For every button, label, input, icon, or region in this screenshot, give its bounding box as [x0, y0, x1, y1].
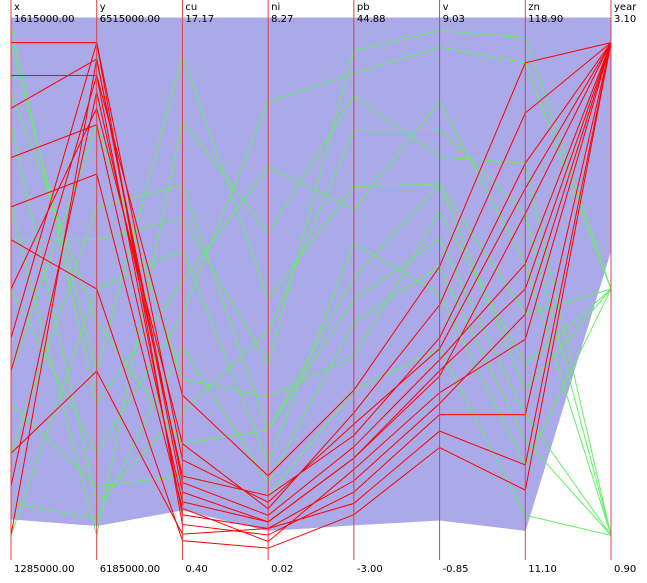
axis-name: cu — [185, 2, 197, 13]
tick-label: 17.17 — [185, 14, 214, 25]
data-line — [10, 184, 612, 536]
data-line — [11, 42, 612, 536]
data-line — [10, 42, 612, 503]
tick-label: 1615000.00 — [14, 14, 74, 25]
data-line — [10, 42, 612, 497]
tick-label: 9.03 — [443, 14, 465, 25]
data-line — [10, 42, 612, 549]
data-line — [10, 265, 612, 536]
data-line — [10, 91, 612, 445]
data-line — [10, 26, 612, 536]
tick-label: 6185000.00 — [100, 564, 160, 575]
data-line — [10, 123, 612, 398]
data-line — [10, 42, 612, 536]
data-line — [11, 30, 612, 366]
data-line — [10, 124, 612, 536]
data-line — [10, 46, 612, 455]
tick-label: -3.00 — [357, 564, 383, 575]
tick-label: 0.40 — [185, 564, 207, 575]
data-line — [10, 348, 612, 536]
axis-name: v — [443, 2, 449, 13]
tick-label: 3.10 — [614, 14, 636, 25]
tick-label: -0.85 — [443, 564, 469, 575]
data-line — [10, 42, 612, 510]
axis-name: zn — [528, 2, 540, 13]
data-line — [10, 42, 612, 374]
tick-label: 8.27 — [271, 14, 293, 25]
axis-name: year — [614, 2, 637, 13]
data-line — [10, 42, 612, 523]
axis-name: pb — [357, 2, 370, 13]
axis-name: x — [14, 2, 20, 13]
data-line — [10, 42, 612, 535]
tick-label: 6515000.00 — [100, 14, 160, 25]
tick-label: 0.90 — [614, 564, 636, 575]
axis-name: y — [100, 2, 106, 13]
axis-name: ni — [271, 2, 280, 13]
data-line — [10, 42, 612, 543]
tick-label: 118.90 — [528, 14, 563, 25]
tick-label: 44.88 — [357, 14, 386, 25]
tick-label: 1285000.00 — [14, 564, 74, 575]
tick-label: 11.10 — [528, 564, 557, 575]
data-line — [10, 95, 612, 536]
tick-label: 0.02 — [271, 564, 293, 575]
data-line — [10, 42, 612, 529]
